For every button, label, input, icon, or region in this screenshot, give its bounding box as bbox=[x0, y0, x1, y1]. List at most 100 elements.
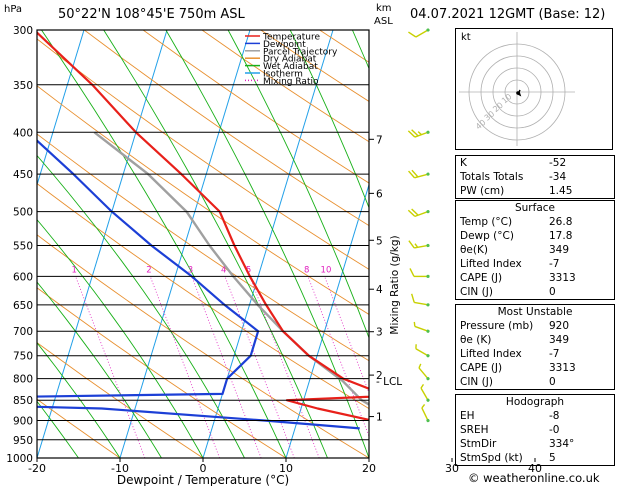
most-unstable-row: CAPE (J) 3313 bbox=[456, 361, 614, 375]
km-tick-label: 2 bbox=[376, 370, 383, 382]
wind-barb-flag bbox=[411, 208, 419, 216]
most-unstable-key: θe (K) bbox=[460, 334, 492, 346]
surface-key: Temp (°C) bbox=[460, 216, 513, 228]
most-unstable-key: Pressure (mb) bbox=[460, 320, 534, 332]
wind-barb-base bbox=[426, 130, 430, 134]
hodograph-table-value: 334° bbox=[549, 438, 575, 450]
surface-value: 3313 bbox=[549, 272, 576, 284]
surface-value: 26.8 bbox=[549, 216, 573, 228]
hodograph-table-row: StmDir 334° bbox=[456, 437, 614, 451]
surface-value: 17.8 bbox=[549, 230, 573, 242]
surface-row: CAPE (J) 3313 bbox=[456, 271, 614, 285]
most-unstable-panel: Most Unstable Pressure (mb) 920 θe (K) 349 Li… bbox=[455, 304, 615, 390]
mixing-ratio-line bbox=[191, 276, 262, 458]
surface-row: CIN (J) 0 bbox=[456, 285, 614, 299]
most-unstable-value: 3313 bbox=[549, 362, 576, 374]
wind-barb bbox=[415, 344, 430, 358]
hodograph-table-key: StmSpd (kt) bbox=[460, 452, 523, 464]
km-tick-label: 3 bbox=[376, 327, 383, 339]
indices-panel: K -52 Totals Totals -34 PW (cm) 1.45 bbox=[455, 155, 615, 199]
index-row: PW (cm) 1.45 bbox=[456, 184, 614, 198]
dewpoint-line bbox=[37, 139, 360, 430]
wind-barb-flag bbox=[411, 169, 419, 178]
wind-barb-half bbox=[420, 383, 425, 389]
most-unstable-title: Most Unstable bbox=[497, 306, 573, 318]
wind-barb-base bbox=[426, 329, 430, 333]
hodograph-table-key: EH bbox=[460, 410, 475, 422]
isotherm-line bbox=[618, 30, 629, 458]
legend-label: Dewpoint bbox=[263, 40, 306, 50]
wind-barb bbox=[407, 129, 430, 138]
index-key: Totals Totals bbox=[460, 171, 524, 183]
wind-barb-flag bbox=[407, 130, 416, 138]
most-unstable-key: Lifted Index bbox=[460, 348, 522, 360]
pressure-tick-label: 850 bbox=[13, 395, 33, 407]
most-unstable-value: 0 bbox=[549, 376, 556, 388]
km-tick-label: 7 bbox=[376, 134, 383, 146]
wet-adiabat-line bbox=[37, 342, 121, 458]
isotherm-line bbox=[285, 183, 369, 458]
km-tick-label: 6 bbox=[376, 188, 383, 200]
mixing-ratio-label: 4 bbox=[221, 265, 226, 275]
pressure-tick-label: 350 bbox=[13, 80, 33, 92]
x-tick-label: -10 bbox=[111, 462, 129, 475]
wind-barb bbox=[408, 240, 430, 249]
wind-barb bbox=[413, 321, 430, 333]
legend-label: Temperature bbox=[262, 33, 320, 43]
hpa-unit-label: hPa bbox=[4, 4, 23, 15]
x-tick-label: -20 bbox=[28, 462, 46, 475]
surface-key: CIN (J) bbox=[460, 286, 493, 298]
wind-barb-staff bbox=[415, 348, 429, 357]
legend-label: Wet Adiabat bbox=[263, 62, 318, 72]
pressure-tick-label: 900 bbox=[13, 416, 33, 428]
x-axis-label: Dewpoint / Temperature (°C) bbox=[117, 473, 289, 486]
hodograph-table-key: SREH bbox=[460, 424, 489, 436]
wind-barb-flag bbox=[408, 240, 415, 249]
wet-adiabat-line bbox=[289, 30, 369, 209]
wind-barb-half bbox=[413, 321, 416, 327]
x-tick-label: 0 bbox=[200, 462, 207, 475]
isotherm-line bbox=[0, 30, 1, 458]
wind-barb bbox=[408, 169, 430, 179]
wind-barb-staff bbox=[414, 325, 429, 332]
isotherm-line bbox=[119, 30, 251, 458]
hodograph-table-panel: Hodograph EH -8 SREH -0 StmDir 334° StmSpd (kt)… bbox=[455, 394, 615, 466]
most-unstable-row: Lifted Index -7 bbox=[456, 347, 614, 361]
wind-barb-flag bbox=[407, 209, 416, 217]
wind-barb-base bbox=[426, 418, 430, 423]
mixing-ratio-label: 8 bbox=[304, 265, 309, 275]
surface-key: Dewp (°C) bbox=[460, 230, 514, 242]
most-unstable-value: 920 bbox=[549, 320, 570, 332]
km-unit-label: km bbox=[376, 3, 392, 14]
hodograph-table-key: StmDir bbox=[460, 438, 497, 450]
pressure-tick-label: 300 bbox=[13, 25, 33, 37]
wind-barb-base bbox=[426, 28, 430, 32]
most-unstable-value: 349 bbox=[549, 334, 570, 346]
dry-adiabat-line bbox=[37, 38, 369, 270]
wind-barb-base bbox=[426, 209, 430, 214]
index-key: K bbox=[460, 157, 467, 169]
mixing-ratio-label: 2 bbox=[146, 265, 151, 275]
surface-row: Lifted Index -7 bbox=[456, 257, 614, 271]
hodograph-frame bbox=[455, 28, 613, 150]
location-title: 50°22'N 108°45'E 750m ASL bbox=[58, 7, 245, 22]
wind-barb-staff bbox=[414, 244, 429, 249]
surface-value: 349 bbox=[549, 244, 570, 256]
wind-barb bbox=[409, 268, 430, 279]
parcel-trajectory-line bbox=[93, 131, 369, 406]
wind-barb-base bbox=[426, 172, 430, 176]
mixing-ratio-label: 3 bbox=[188, 265, 193, 275]
pressure-tick-label: 950 bbox=[13, 435, 33, 447]
isotherm-line bbox=[37, 30, 85, 187]
dry-adiabat-line bbox=[614, 30, 629, 458]
mixing-ratio-line bbox=[307, 276, 369, 438]
x-tick-label: 10 bbox=[279, 462, 293, 475]
wind-barb bbox=[421, 403, 430, 423]
wind-barb-staff bbox=[414, 210, 429, 218]
wind-barb bbox=[410, 293, 430, 307]
surface-key: Lifted Index bbox=[460, 258, 522, 270]
lcl-label: - LCL bbox=[376, 376, 402, 388]
wind-barb-staff bbox=[421, 407, 429, 421]
hodograph-kt-label: kt bbox=[461, 32, 471, 43]
